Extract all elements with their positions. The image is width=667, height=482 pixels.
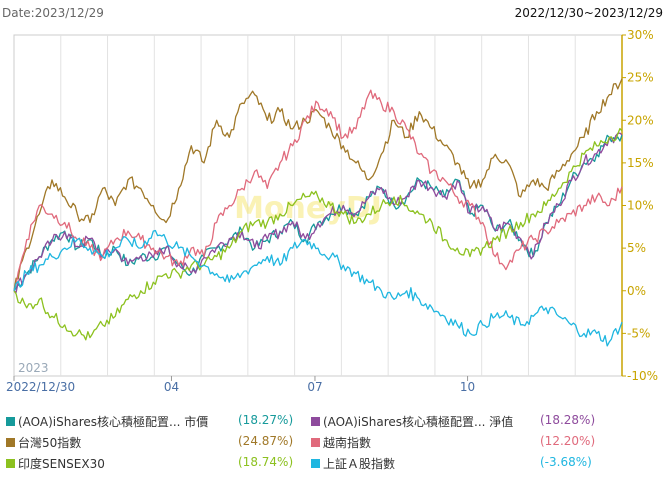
y-tick-label: 25% [627,71,654,85]
x-tick-label: 07 [307,380,322,394]
series-line-4 [13,127,623,341]
y-tick-label: 15% [627,156,654,170]
chart-range-label: 2022/12/30~2023/12/29 [514,6,663,20]
y-tick-label: -10% [627,369,658,383]
x-tick-label: 04 [164,380,179,394]
series-line-5 [13,229,623,347]
year-marker: 2023 [18,361,49,375]
series-line-3 [13,89,623,292]
y-tick-label: -5% [627,326,650,340]
x-tick-label: 2022/12/30 [6,380,75,394]
x-tick-label: 10 [460,380,475,394]
y-tick-label: 10% [627,199,654,213]
y-tick-label: 20% [627,113,654,127]
chart-date-label: Date:2023/12/29 [2,6,104,20]
y-tick-label: 30% [627,28,654,42]
series-line-2 [13,78,623,291]
y-tick-label: 0% [627,284,646,298]
y-tick-label: 5% [627,241,646,255]
